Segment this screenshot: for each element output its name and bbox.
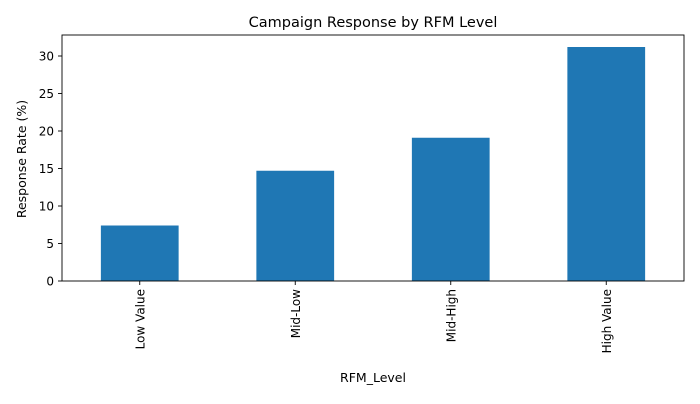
- x-tick-label: Mid-Low: [289, 289, 303, 338]
- y-axis-label: Response Rate (%): [14, 100, 29, 218]
- y-axis-label-group: Response Rate (%): [14, 100, 29, 218]
- chart-title: Campaign Response by RFM Level: [249, 15, 498, 31]
- plot-frame: [61, 34, 685, 282]
- axes-layer: [61, 34, 685, 282]
- y-tick-label: 20: [39, 124, 54, 138]
- bars-layer: [100, 47, 646, 281]
- x-axis-label: RFM_Level: [340, 370, 406, 385]
- y-tick-label: 30: [39, 49, 54, 63]
- x-tick-label: Mid-High: [444, 289, 458, 342]
- y-tick-label: 15: [39, 162, 54, 176]
- x-tick-label: Low Value: [133, 289, 147, 349]
- x-tick-label: High Value: [600, 289, 614, 353]
- bar-mid-high: [411, 137, 490, 281]
- ticks-layer: Low Value Mid-Low Mid-High High Value 0 5 10 15…: [39, 49, 614, 353]
- y-tick-label: 25: [39, 87, 54, 101]
- y-tick-label: 5: [46, 237, 54, 251]
- bar-high-value: [567, 47, 646, 281]
- y-tick-label: 10: [39, 199, 54, 213]
- bar-mid-low: [256, 170, 335, 281]
- y-tick-label: 0: [46, 274, 54, 288]
- bar-low-value: [100, 225, 179, 281]
